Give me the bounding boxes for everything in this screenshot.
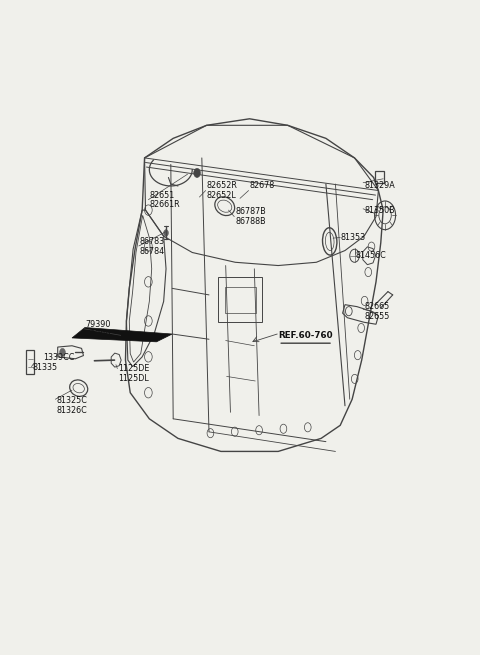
Text: 86787B: 86787B	[235, 207, 266, 216]
Circle shape	[164, 230, 168, 236]
Text: 81350B: 81350B	[364, 206, 395, 215]
Text: REF.60-760: REF.60-760	[278, 331, 333, 341]
Text: 79390: 79390	[85, 320, 110, 329]
Text: 86783: 86783	[140, 237, 165, 246]
Text: 82661R: 82661R	[149, 200, 180, 209]
Text: 1125DL: 1125DL	[118, 374, 149, 383]
Text: 81329A: 81329A	[364, 181, 395, 190]
Text: 86788B: 86788B	[235, 217, 266, 226]
Text: 81353: 81353	[340, 233, 365, 242]
Text: 81326C: 81326C	[56, 406, 87, 415]
Text: 1339CC: 1339CC	[43, 353, 75, 362]
Text: 81335: 81335	[33, 363, 58, 372]
Text: 82652L: 82652L	[206, 191, 236, 200]
Text: 79380: 79380	[85, 329, 110, 339]
Text: 81456C: 81456C	[356, 252, 386, 260]
Text: 82655: 82655	[364, 312, 389, 321]
Text: 82678: 82678	[250, 181, 275, 190]
Text: 82665: 82665	[364, 302, 389, 311]
Text: 86784: 86784	[140, 247, 165, 255]
Text: 81325C: 81325C	[56, 396, 87, 405]
Text: 1125DE: 1125DE	[118, 364, 150, 373]
Polygon shape	[72, 328, 172, 342]
Circle shape	[60, 348, 65, 356]
Text: 82652R: 82652R	[206, 181, 238, 190]
Text: 82651: 82651	[149, 191, 175, 200]
Circle shape	[194, 168, 200, 178]
